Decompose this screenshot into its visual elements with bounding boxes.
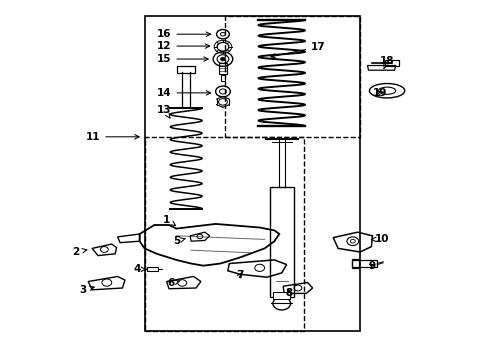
Text: 13: 13: [157, 105, 172, 118]
Bar: [145, 16, 360, 331]
FancyBboxPatch shape: [273, 292, 290, 299]
Text: 11: 11: [86, 132, 139, 142]
Text: 10: 10: [371, 234, 390, 244]
Text: 8: 8: [286, 288, 293, 298]
Text: 5: 5: [173, 236, 186, 246]
Text: 17: 17: [271, 42, 326, 58]
Text: 9: 9: [369, 261, 376, 271]
Bar: [352, 260, 377, 267]
Text: 2: 2: [73, 247, 87, 257]
Text: 16: 16: [157, 29, 211, 39]
Text: 1: 1: [163, 215, 175, 226]
Text: 6: 6: [168, 278, 179, 288]
Bar: [219, 63, 227, 74]
Bar: [145, 137, 304, 331]
Text: 15: 15: [157, 54, 208, 64]
Bar: [352, 259, 359, 268]
Bar: [147, 267, 158, 271]
Text: 4: 4: [133, 264, 147, 274]
Text: 12: 12: [157, 41, 210, 51]
Text: 7: 7: [236, 270, 244, 280]
Circle shape: [220, 57, 225, 61]
Text: 19: 19: [372, 88, 387, 98]
Text: 18: 18: [380, 56, 394, 69]
Bar: [220, 75, 225, 81]
Bar: [225, 16, 360, 137]
Text: 3: 3: [80, 285, 94, 295]
Text: 14: 14: [157, 88, 211, 98]
